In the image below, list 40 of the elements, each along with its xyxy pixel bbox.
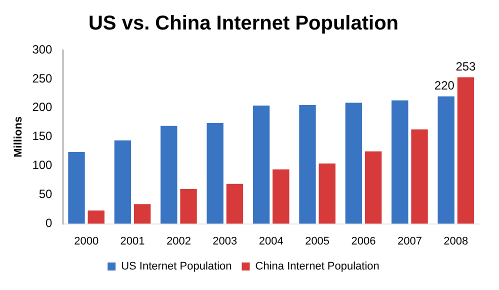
chart-title: US vs. China Internet Population [88, 12, 399, 35]
bar [457, 77, 474, 224]
legend-label: China Internet Population [255, 260, 380, 273]
x-tick-label: 2004 [258, 235, 284, 248]
y-tick-label: 200 [32, 100, 53, 114]
bar [392, 100, 408, 224]
bar [180, 189, 197, 224]
y-axis-title: Millions [12, 116, 25, 158]
y-tick-label: 300 [32, 42, 53, 56]
bar [299, 105, 316, 224]
data-label: 220 [434, 78, 455, 93]
bar [88, 210, 104, 224]
x-tick-label: 2000 [74, 235, 99, 248]
y-tick-label: 250 [32, 71, 53, 86]
bar [318, 164, 336, 224]
data-label: 253 [456, 60, 476, 74]
bar [411, 129, 428, 224]
x-tick-label: 2001 [120, 235, 145, 248]
x-tick-label: 2006 [351, 235, 376, 248]
bar [114, 140, 132, 224]
x-tick-label: 2007 [397, 235, 422, 248]
y-tick-label: 50 [38, 187, 53, 202]
bar [364, 151, 382, 224]
bar [226, 184, 244, 224]
bar [345, 102, 362, 224]
bar [438, 96, 454, 224]
y-tick-label: 0 [46, 216, 53, 230]
bar [252, 106, 270, 224]
bar [206, 122, 224, 224]
x-tick-label: 2008 [444, 235, 468, 248]
legend-label: US Internet Population [121, 260, 232, 273]
bar [160, 126, 178, 224]
x-tick-label: 2002 [166, 235, 191, 248]
bar [272, 169, 290, 224]
x-tick-label: 2003 [212, 235, 238, 248]
y-tick-label: 150 [32, 129, 53, 144]
bar [68, 152, 85, 224]
bar [134, 204, 151, 224]
y-tick-label: 100 [32, 158, 53, 172]
x-tick-label: 2005 [305, 235, 330, 248]
